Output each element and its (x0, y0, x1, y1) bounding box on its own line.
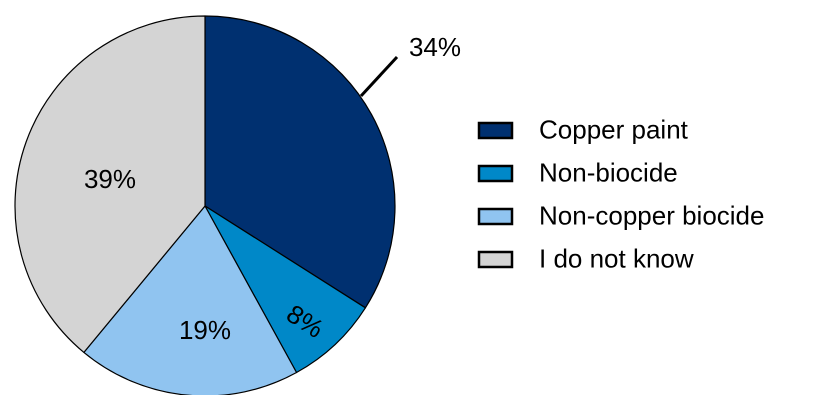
legend-label: Non-biocide (539, 157, 678, 187)
slice-label: 19% (179, 315, 231, 345)
pie-slice-copper-paint (204, 15, 396, 309)
slice-label: 39% (84, 164, 136, 194)
legend-label: I do not know (539, 243, 694, 273)
pie-slice-i-do-not-know (14, 15, 206, 353)
legend-swatch (477, 121, 514, 140)
slice-label: 34% (409, 32, 461, 62)
leader-line (359, 55, 399, 98)
legend-swatch (477, 164, 514, 183)
legend-label: Copper paint (539, 114, 689, 144)
legend: Copper paint Non-biocide Non-copper biocid… (477, 114, 764, 273)
legend-swatch (477, 207, 514, 226)
pie-slice-non-copper-biocide (83, 205, 298, 395)
legend-label: Non-copper biocide (539, 200, 764, 230)
pie-slices (14, 15, 396, 395)
legend-swatch (477, 250, 514, 269)
pie-slice-non-biocide (204, 205, 367, 374)
